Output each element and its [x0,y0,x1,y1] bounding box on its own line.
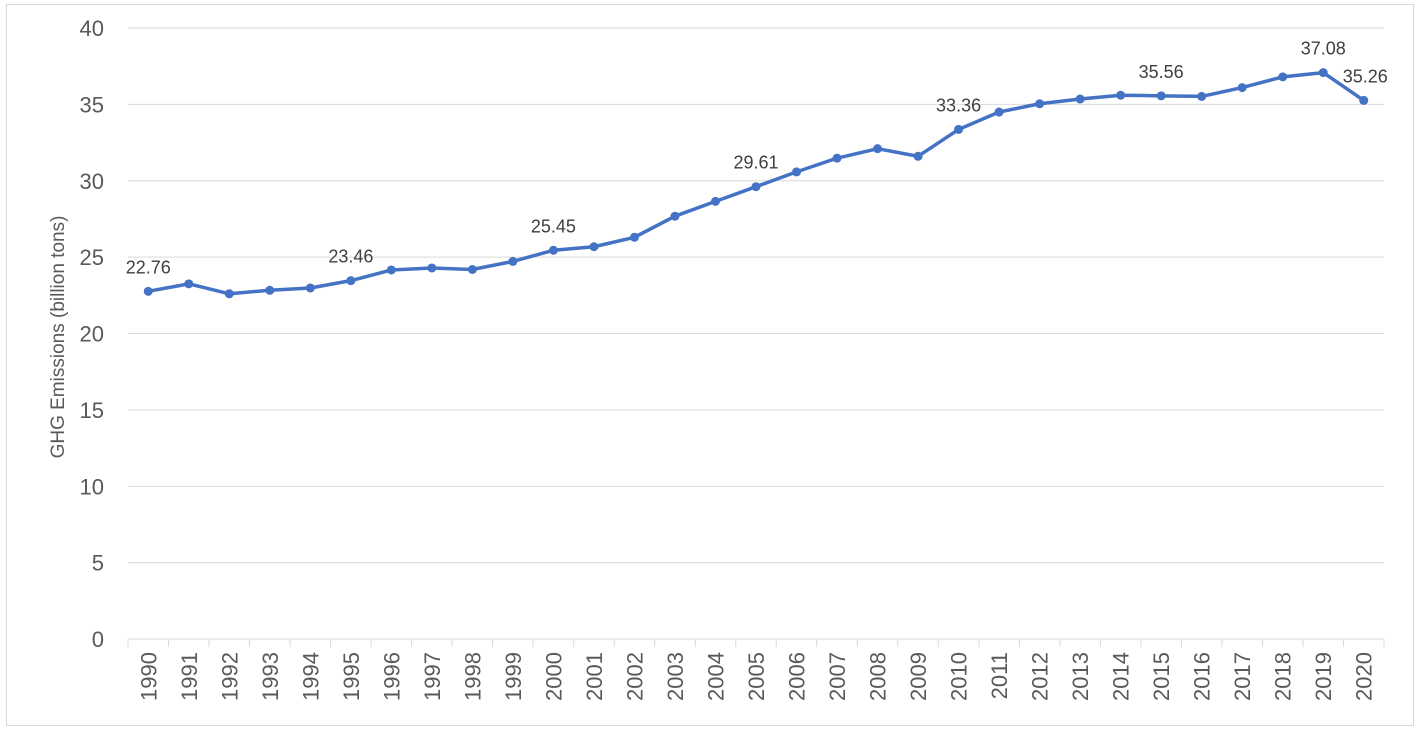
data-point [994,107,1004,117]
x-tick-label: 2005 [744,652,769,701]
x-tick-label: 1996 [379,652,404,701]
x-tick-label: 2001 [582,652,607,701]
x-tick-label: 1995 [339,652,364,701]
data-point [629,232,639,242]
data-point [386,265,396,275]
data-point [346,276,356,286]
data-point [589,242,599,252]
y-tick-label: 10 [80,474,104,499]
chart-frame [6,4,1414,726]
x-axis-ticks: 1990 1991 1992 1993 1994 1995 1996 1997 1998 1999… [136,652,1376,701]
data-label: 22.76 [126,257,171,277]
y-tick-label: 5 [92,551,104,576]
y-tick-label: 0 [92,627,104,652]
data-point [184,279,194,289]
x-tick-label: 1993 [258,652,283,701]
data-point [548,245,558,255]
data-point [305,283,315,293]
y-axis-ticks: 0 5 10 15 20 25 30 35 40 [80,16,104,652]
data-point [1156,91,1166,101]
x-tick-label: 2008 [866,652,891,701]
x-tick-label: 2018 [1271,652,1296,701]
x-tick-label: 1998 [460,652,485,701]
data-point [954,124,964,134]
x-tick-label: 2015 [1149,652,1174,701]
gridlines [127,27,1385,647]
x-tick-label: 1997 [420,652,445,701]
data-point [1278,72,1288,82]
data-point [670,211,680,221]
data-point [1035,99,1045,109]
data-point [751,182,761,192]
data-point [1359,95,1369,105]
y-tick-label: 35 [80,92,104,117]
x-tick-label: 1999 [501,652,526,701]
data-point [1116,90,1126,100]
x-tick-label: 2002 [622,652,647,701]
data-label: 35.26 [1343,66,1388,86]
x-tick-label: 1991 [177,652,202,701]
data-point [508,256,518,266]
x-tick-label: 2009 [906,652,931,701]
x-tick-label: 1994 [298,652,323,701]
y-tick-label: 30 [80,169,104,194]
x-tick-label: 2004 [703,652,728,701]
data-label: 25.45 [531,216,576,236]
data-point [265,285,275,295]
data-label: 35.56 [1139,62,1184,82]
data-labels: 22.76 23.46 25.45 29.61 33.36 35.56 37.08 35.26 [126,39,1388,278]
x-tick-label: 1992 [217,652,242,701]
x-tick-label: 2013 [1068,652,1093,701]
x-tick-label: 2000 [541,652,566,701]
data-point [1075,94,1085,104]
data-label: 29.61 [733,153,778,173]
x-tick-label: 2014 [1109,652,1134,701]
x-tick-label: 2010 [947,652,972,701]
y-axis-title: GHG Emissions (billion tons) [48,216,69,459]
x-tick-label: 2007 [825,652,850,701]
data-point [832,153,842,163]
data-point [1318,68,1328,78]
data-point [427,263,437,273]
series-layer [143,68,1369,299]
data-point [1237,83,1247,93]
y-tick-label: 25 [80,245,104,270]
x-tick-label: 2003 [663,652,688,701]
x-tick-label: 2012 [1028,652,1053,701]
y-tick-label: 15 [80,398,104,423]
x-tick-label: 2020 [1352,652,1377,701]
y-tick-label: 20 [80,322,104,347]
x-tick-label: 2011 [987,652,1012,699]
data-point [873,144,883,154]
y-tick-label: 40 [80,16,104,41]
data-point [792,167,802,177]
x-tick-label: 2019 [1311,652,1336,701]
x-tick-label: 2017 [1230,652,1255,701]
x-tick-label: 2006 [785,652,810,701]
data-label: 37.08 [1301,39,1346,59]
x-tick-label: 2016 [1190,652,1215,701]
data-point [710,196,720,206]
data-point [224,289,234,299]
data-point [467,264,477,274]
data-label: 33.36 [936,95,981,115]
x-tick-label: 1990 [136,652,161,701]
data-point [1197,91,1207,101]
data-point [143,286,153,296]
data-point [913,151,923,161]
data-label: 23.46 [328,247,373,267]
